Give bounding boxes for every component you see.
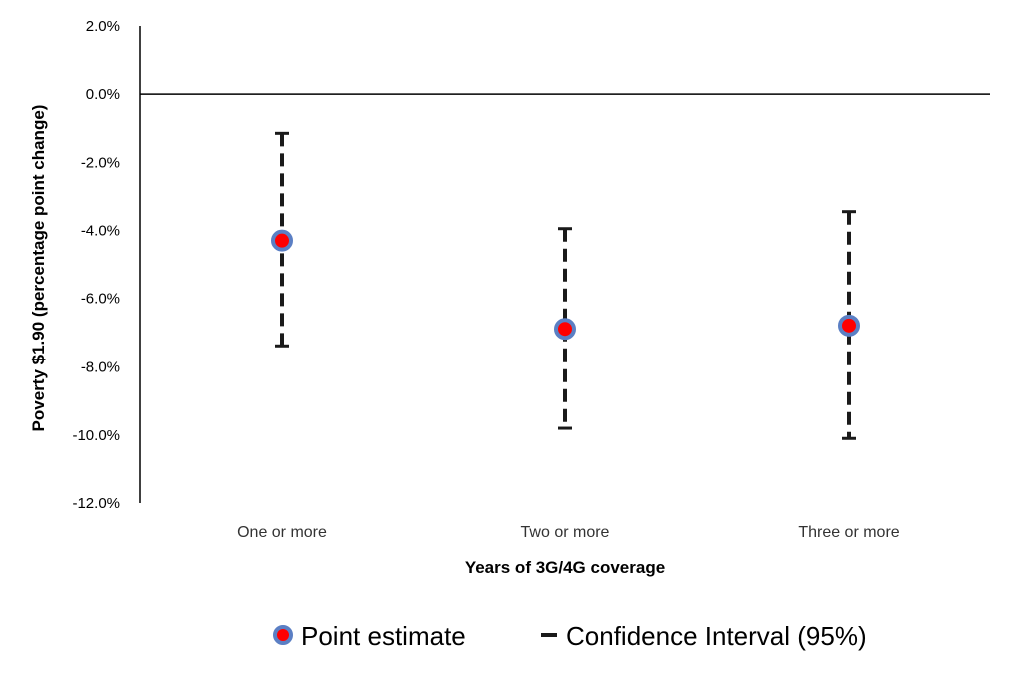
legend-item-point-estimate: Point estimate xyxy=(273,621,466,651)
y-tick-label: -8.0% xyxy=(81,359,120,376)
y-tick-label: -12.0% xyxy=(72,495,120,512)
legend-label-point-estimate: Point estimate xyxy=(301,621,466,651)
point-estimates xyxy=(271,229,860,341)
point-estimate-marker xyxy=(838,314,860,337)
y-tick-label: -4.0% xyxy=(81,222,120,239)
x-tick-label: Three or more xyxy=(798,524,899,541)
legend-item-confidence-interval: Confidence Interval (95%) xyxy=(541,621,867,651)
point-estimate-marker xyxy=(554,318,576,341)
x-tick-label: One or more xyxy=(237,524,327,541)
x-axis-tick-labels: One or more Two or more Three or more xyxy=(237,524,900,541)
legend-point-marker xyxy=(273,625,293,645)
y-tick-label: -6.0% xyxy=(81,291,120,308)
legend: Point estimate Confidence Interval (95%) xyxy=(273,621,867,651)
x-axis-title: Years of 3G/4G coverage xyxy=(465,558,665,577)
legend-label-confidence-interval: Confidence Interval (95%) xyxy=(566,621,867,651)
confidence-intervals xyxy=(275,131,856,440)
y-tick-label: -10.0% xyxy=(72,427,120,444)
y-axis-ticks: 2.0% 0.0% -2.0% -4.0% -6.0% -8.0% -10.0% -12.0% xyxy=(72,18,120,512)
y-tick-label: 0.0% xyxy=(86,86,120,103)
y-axis-title: Poverty $1.90 (percentage point change) xyxy=(29,105,48,432)
y-tick-label: -2.0% xyxy=(81,154,120,171)
y-tick-label: 2.0% xyxy=(86,18,120,35)
x-tick-label: Two or more xyxy=(521,524,610,541)
point-estimate-marker xyxy=(271,229,293,252)
